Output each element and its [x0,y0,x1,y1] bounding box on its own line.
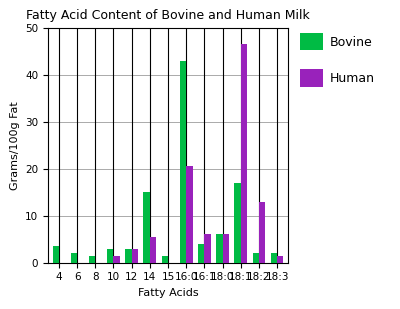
Bar [277,256,284,263]
Bar [107,248,114,263]
Bar [241,44,247,263]
Y-axis label: Grams/100g Fat: Grams/100g Fat [10,101,20,190]
Bar [180,61,186,263]
Legend: Bovine, Human: Bovine, Human [295,28,380,92]
Bar [71,253,77,263]
Bar [222,235,229,263]
Bar [144,192,150,263]
Bar [150,237,156,263]
Bar [204,235,211,263]
Bar [271,253,277,263]
Bar [125,248,132,263]
Bar [89,256,95,263]
Title: Fatty Acid Content of Bovine and Human Milk: Fatty Acid Content of Bovine and Human M… [26,10,310,23]
Bar [132,248,138,263]
Bar [186,166,192,263]
Bar [198,244,204,263]
Bar [52,246,59,263]
Bar [252,253,259,263]
Bar [216,235,222,263]
X-axis label: Fatty Acids: Fatty Acids [138,288,198,298]
Bar [234,183,241,263]
Bar [259,201,265,263]
Bar [162,256,168,263]
Bar [114,256,120,263]
